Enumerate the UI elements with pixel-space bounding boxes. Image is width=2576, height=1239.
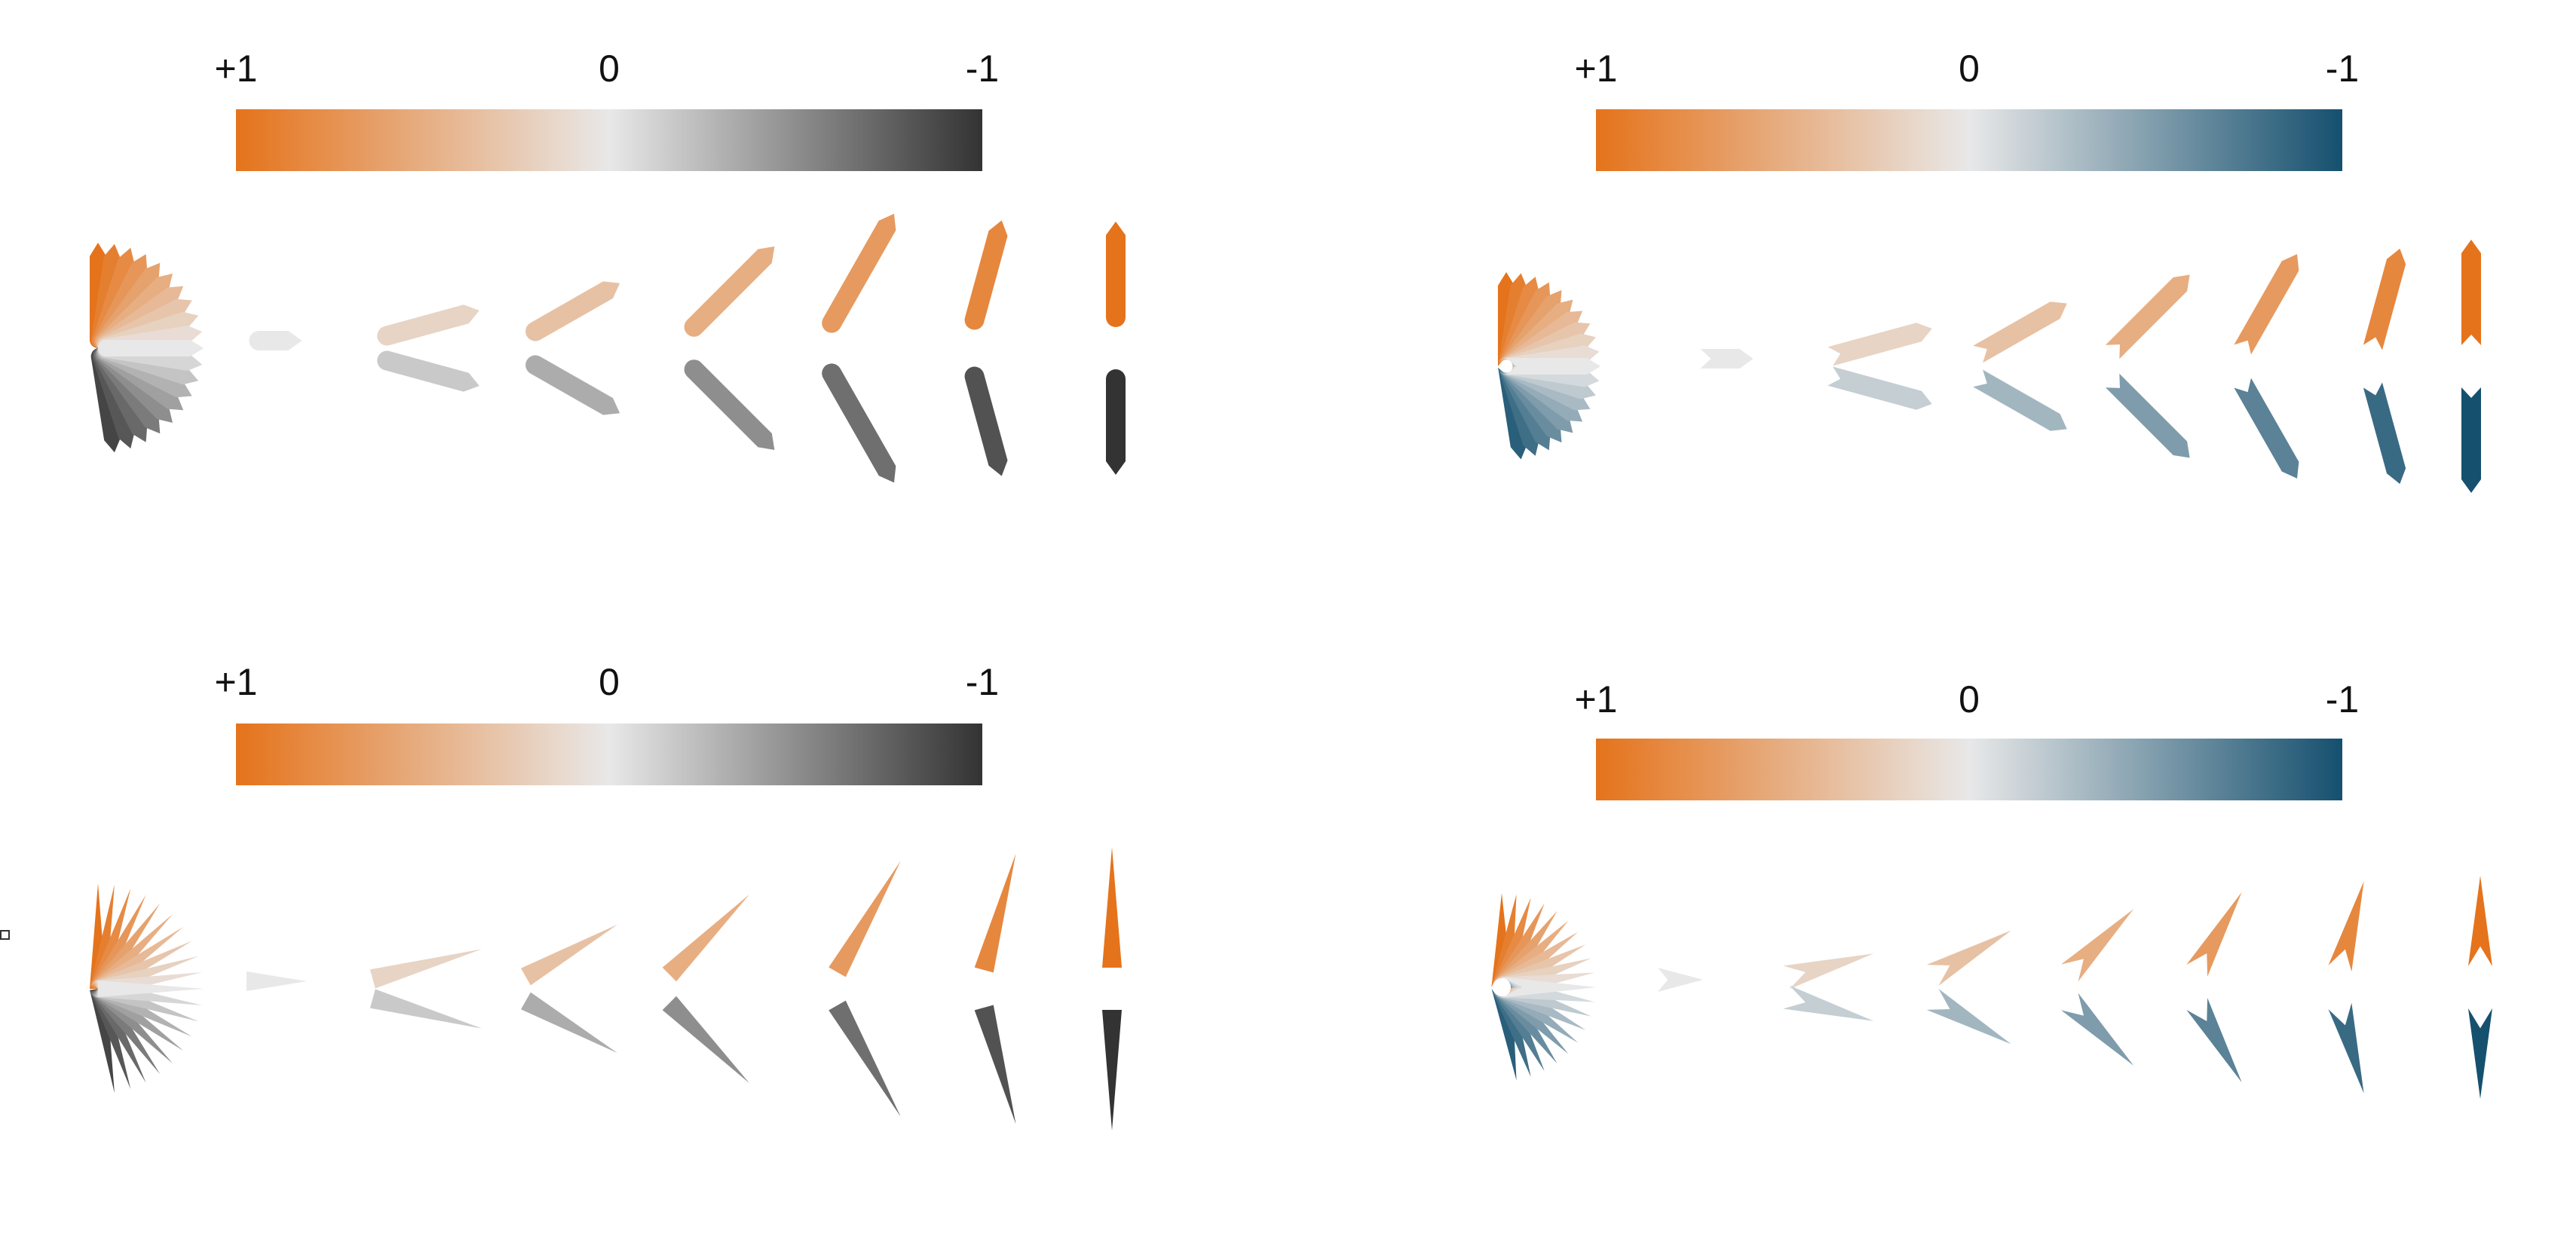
glyph-positive-0 (249, 331, 302, 350)
glyph-positive-0 (247, 971, 307, 991)
glyph-positive-4 (2234, 254, 2299, 355)
colorbar-tick-label: +1 (214, 47, 257, 90)
glyph-negative-3 (662, 996, 749, 1084)
colorbar (1596, 109, 2342, 171)
colorbar-tick-label: -1 (2326, 678, 2359, 720)
glyph-positive-4 (2186, 892, 2242, 977)
glyph-positive-2 (525, 281, 620, 341)
glyph-negative-1 (369, 989, 482, 1029)
colorbar-tick-label: 0 (599, 47, 620, 90)
glyph-negative-3 (684, 359, 775, 450)
glyph-positive-3 (2060, 909, 2134, 982)
glyph-negative-6 (1106, 369, 1126, 475)
glyph-negative-3 (2105, 373, 2190, 458)
glyph-positive-1 (1827, 323, 1932, 366)
colorbar (236, 724, 982, 785)
side-marker (0, 930, 10, 940)
fan-glyph-lower (98, 980, 204, 998)
glyph-positive-3 (684, 246, 775, 337)
panel-orange-blue-notched: +1 0 -1 (1497, 47, 2481, 493)
glyph-negative-6 (2468, 1008, 2492, 1099)
fan-glyph-upper (1494, 920, 1569, 995)
glyph-negative-5 (2328, 1002, 2364, 1094)
glyph-positive-2 (520, 924, 618, 986)
fan-glyph-lower (90, 986, 131, 1090)
colorbar (1596, 739, 2342, 800)
glyph-positive-4 (829, 861, 901, 977)
glyph-negative-1 (377, 350, 479, 392)
panel-orange-gray-tapered: +1 0 -1 (89, 661, 1122, 1130)
glyph-negative-2 (1926, 989, 2011, 1045)
colorbar-tick-label: +1 (1574, 678, 1617, 720)
fan-glyph-lower (90, 984, 146, 1083)
colorbar-tick-label: -1 (966, 47, 999, 90)
glyph-positive-6 (2461, 240, 2481, 345)
glyph-negative-1 (1827, 366, 1932, 410)
glyph-negative-4 (2234, 378, 2299, 479)
glyph-negative-4 (829, 1000, 901, 1117)
colorbar-tick-label: +1 (214, 661, 257, 703)
colorbar-tick-label: -1 (2326, 47, 2359, 90)
glyph-negative-6 (2461, 387, 2481, 493)
glyph-positive-1 (369, 949, 482, 989)
fan-glyph-cluster (1497, 272, 1600, 460)
glyph-positive-5 (964, 220, 1008, 330)
fan-glyph-cluster (1491, 893, 1596, 1081)
panel-orange-gray-rounded: +1 0 -1 (89, 47, 1126, 483)
glyph-negative-2 (525, 355, 620, 415)
fan-glyph-lower (1492, 984, 1531, 1077)
glyph-positive-5 (2328, 881, 2364, 972)
glyph-positive-1 (1783, 953, 1874, 990)
colorbar-tick-label: 0 (599, 661, 620, 703)
glyph-negative-5 (964, 366, 1008, 476)
fan-glyph-lower (90, 987, 115, 1094)
fan-glyph-lower (1494, 980, 1569, 1054)
glyph-positive-5 (974, 853, 1016, 973)
glyph-negative-2 (1973, 369, 2067, 431)
fan-glyph-upper (90, 884, 115, 990)
glyph-negative-3 (2060, 993, 2134, 1066)
glyph-positive-1 (377, 304, 479, 346)
glyph-negative-1 (1783, 985, 1874, 1021)
colorbar (236, 109, 982, 171)
colorbar-tick-label: 0 (1959, 47, 1980, 90)
fan-glyph-lower (1502, 977, 1596, 998)
fan-glyph-cluster (89, 883, 204, 1094)
glyph-positive-0 (1658, 968, 1703, 992)
fan-glyph-cluster (89, 243, 204, 453)
colorbar-tick-label: -1 (966, 661, 999, 703)
colorbar-tick-label: +1 (1574, 47, 1617, 90)
glyph-positive-2 (1973, 301, 2067, 363)
glyph-positive-6 (2468, 876, 2492, 966)
fan-glyph-upper (90, 895, 146, 993)
glyph-positive-6 (1102, 847, 1122, 968)
glyph-negative-5 (2363, 382, 2406, 485)
glyph-positive-0 (1700, 349, 1754, 369)
glyph-positive-3 (2105, 274, 2190, 359)
glyph-positive-2 (1926, 930, 2011, 986)
glyph-positive-6 (1106, 222, 1126, 327)
fan-glyph-upper (1492, 898, 1531, 991)
glyph-positive-5 (2363, 248, 2406, 350)
glyph-negative-4 (2186, 998, 2242, 1083)
fan-glyph-lower (98, 339, 204, 357)
colorbar-tick-label: 0 (1959, 678, 1980, 720)
fan-glyph-lower (1506, 357, 1600, 375)
panel-orange-blue-arrowhead: +1 0 -1 (1491, 678, 2492, 1099)
fan-glyph-upper (90, 888, 131, 992)
glyph-negative-5 (974, 1005, 1016, 1124)
glyph-negative-2 (520, 992, 618, 1054)
glyph-negative-4 (822, 363, 896, 483)
glyph-positive-3 (662, 894, 749, 982)
glyph-negative-6 (1102, 1010, 1122, 1130)
glyph-positive-4 (822, 213, 896, 333)
